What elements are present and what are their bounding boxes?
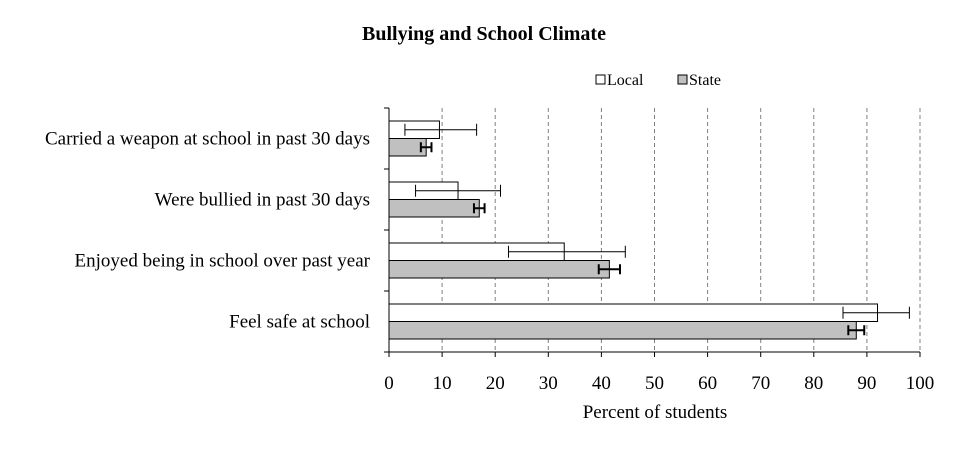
- bar-state-2: [388, 260, 610, 279]
- legend-swatch-local: [595, 74, 606, 85]
- category-labels: Carried a weapon at school in past 30 da…: [45, 129, 371, 333]
- chart-title: Bullying and School Climate: [362, 23, 606, 45]
- bars: [388, 120, 879, 340]
- legend-swatch-state: [677, 74, 688, 85]
- bar-state-1: [388, 199, 480, 218]
- legend-label-local: Local: [607, 72, 644, 89]
- error-bars: [404, 123, 910, 336]
- x-tick-label-60: 60: [698, 373, 717, 394]
- x-tick-label-50: 50: [645, 373, 664, 394]
- x-tick-label-100: 100: [906, 373, 935, 394]
- category-label-0: Carried a weapon at school in past 30 da…: [45, 129, 370, 150]
- x-axis-ticks: 0 10 20 30 40 50 60 70 80 90 100: [384, 352, 934, 394]
- x-tick-label-80: 80: [804, 373, 823, 394]
- x-tick-label-30: 30: [539, 373, 558, 394]
- x-axis-title: Percent of students: [583, 402, 728, 423]
- x-tick-label-20: 20: [486, 373, 505, 394]
- x-tick-label-70: 70: [751, 373, 770, 394]
- bar-state-3: [388, 321, 857, 340]
- legend-label-state: State: [689, 72, 721, 89]
- y-axis-ticks: [384, 107, 389, 353]
- x-tick-label-0: 0: [384, 373, 394, 394]
- bar-local-3: [388, 303, 879, 322]
- x-tick-label-40: 40: [592, 373, 611, 394]
- legend: Local State: [595, 72, 721, 89]
- category-label-2: Enjoyed being in school over past year: [75, 251, 371, 272]
- x-tick-label-10: 10: [433, 373, 452, 394]
- x-tick-label-90: 90: [857, 373, 876, 394]
- category-label-3: Feel safe at school: [229, 312, 370, 333]
- category-label-1: Were bullied in past 30 days: [155, 190, 370, 211]
